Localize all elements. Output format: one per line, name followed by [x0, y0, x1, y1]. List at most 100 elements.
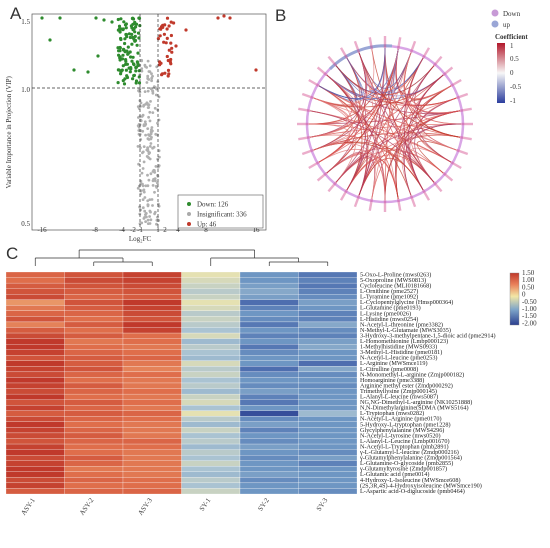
- heatmap-column-label: SY-1: [198, 496, 213, 512]
- volcano-point-up: [166, 68, 171, 72]
- heatmap-cell: [239, 277, 299, 284]
- heatmap-row-label: N-Acetyl-L-threonine (pme3382): [360, 321, 443, 328]
- heatmap-cell: [64, 393, 124, 400]
- chord-link: [371, 110, 460, 199]
- heatmap-cell: [122, 482, 182, 489]
- volcano-point-insignificant: [142, 123, 146, 126]
- heatmap-cell: [64, 271, 124, 278]
- volcano-point-insignificant: [149, 100, 152, 103]
- heatmap-cell: [64, 455, 124, 461]
- volcano-point-down: [123, 37, 127, 41]
- volcano-point-down: [132, 74, 136, 78]
- chord-link: [310, 132, 349, 151]
- chord-node-label-mark: [353, 40, 361, 53]
- heatmap-cell: [239, 455, 299, 461]
- heatmap-row-label: N-Methyl-L-Glutamate (MWS3035): [360, 327, 451, 334]
- volcano-point-insignificant: [144, 184, 148, 188]
- volcano-xtick-label: 4: [176, 226, 180, 234]
- heatmap-cell: [122, 427, 182, 434]
- chord-node-label-mark: [308, 160, 320, 170]
- volcano-point-insignificant: [148, 70, 152, 74]
- heatmap-cell: [239, 321, 299, 328]
- heatmap-cell: [181, 294, 241, 300]
- chord-node-label-mark: [421, 189, 431, 201]
- volcano-point-up: [169, 57, 173, 62]
- volcano-point-insignificant: [151, 184, 155, 187]
- volcano-point-down: [134, 69, 138, 73]
- heatmap-cell: [298, 382, 358, 389]
- heatmap-cell: [122, 449, 182, 456]
- volcano-point-up: [164, 41, 168, 45]
- volcano-point-insignificant: [143, 209, 147, 213]
- volcano-point-insignificant: [139, 101, 143, 105]
- volcano-point-insignificant: [137, 162, 141, 166]
- heatmap-colorbar-tick: 1.00: [522, 276, 535, 284]
- volcano-point-insignificant: [141, 167, 145, 170]
- volcano-ytick-label: 1.0: [21, 86, 30, 94]
- heatmap-cell: [122, 327, 182, 334]
- heatmap-cell: [181, 405, 241, 411]
- heatmap-cell: [239, 305, 299, 311]
- chord-colorbar-title: Coefficient: [495, 33, 528, 41]
- heatmap-cell: [181, 471, 241, 478]
- volcano-xtick-label: 2: [163, 226, 167, 234]
- volcano-point-insignificant: [150, 198, 154, 201]
- volcano-point-insignificant: [147, 115, 151, 119]
- heatmap-cell: [64, 288, 124, 295]
- heatmap-cell: [298, 438, 358, 445]
- volcano-point-insignificant: [139, 119, 142, 122]
- volcano-point-insignificant: [156, 174, 160, 177]
- chord-legend-down-label: Down: [503, 10, 521, 18]
- heatmap-cell: [64, 305, 124, 311]
- volcano-point-up: [167, 72, 171, 76]
- chord-node-label-mark: [442, 171, 454, 182]
- volcano-point-insignificant: [150, 76, 154, 80]
- volcano-point-down: [137, 36, 141, 40]
- volcano-point-insignificant: [145, 66, 149, 69]
- heatmap-cell: [5, 427, 65, 434]
- volcano-point-up: [167, 24, 171, 28]
- heatmap-cell: [239, 449, 299, 456]
- heatmap-cell: [298, 344, 358, 350]
- heatmap-cell: [239, 482, 299, 489]
- chord-node-label-mark: [396, 37, 402, 50]
- heatmap-cell: [64, 427, 124, 434]
- heatmap-cell: [5, 310, 65, 317]
- heatmap-cell: [181, 488, 241, 495]
- volcano-point-insignificant: [140, 69, 144, 73]
- chord-link: [313, 97, 357, 183]
- chord-colorbar-tick-neg-0-5: -0.5: [510, 83, 522, 91]
- volcano-point-insignificant: [156, 121, 159, 125]
- chord-labels: [297, 36, 473, 212]
- heatmap-cell: [64, 443, 124, 450]
- volcano-point-insignificant: [147, 138, 151, 141]
- heatmap-row-label: (2S,3R,4S)-4-Hydroxyisoleucine (MWSmce19…: [360, 482, 482, 489]
- volcano-points: [40, 14, 258, 226]
- volcano-point-up: [163, 23, 167, 27]
- panel-label-b: B: [275, 6, 287, 25]
- heatmap-row-label: N,N-Dimethylarginine(SDMA (MWS5164): [360, 405, 469, 412]
- chord-link: [319, 85, 460, 138]
- heatmap-row-label: L-Alanyl-L-Leucine (Lmbp001670): [360, 438, 450, 445]
- volcano-point-down: [110, 20, 114, 24]
- heatmap-cell: [298, 410, 358, 417]
- volcano-point-insignificant: [140, 59, 144, 63]
- chord-link: [310, 97, 349, 138]
- heatmap-row-label: L-Glutamine-O-glycoside (pmb2855): [360, 460, 453, 467]
- heatmap-cell: [122, 399, 182, 406]
- volcano-ytick-label: 1.5: [21, 18, 30, 26]
- volcano-point-insignificant: [146, 74, 150, 78]
- heatmap-cell: [64, 377, 124, 384]
- volcano-point-down: [133, 34, 137, 39]
- volcano-point-down: [117, 68, 121, 72]
- heatmap-row-label: L-Homomethionine (Lmbp000123): [360, 338, 448, 345]
- chord-link: [335, 123, 462, 183]
- volcano-point-insignificant: [155, 218, 159, 222]
- chord-node-label-mark: [298, 107, 311, 113]
- volcano-point-down: [118, 58, 122, 62]
- heatmap-cell: [64, 405, 124, 411]
- heatmap-cell: [122, 382, 182, 389]
- heatmap-colorbar-tick: 0: [522, 291, 526, 299]
- volcano-point-insignificant: [140, 189, 143, 193]
- volcano-point-down: [128, 70, 132, 74]
